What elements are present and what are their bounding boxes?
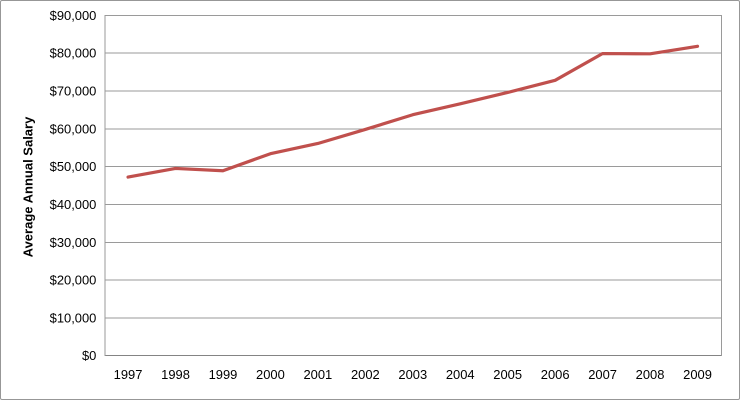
y-axis-title: Average Annual Salary	[20, 116, 36, 258]
y-tick-label: $40,000	[50, 197, 97, 212]
x-tick-label: 2006	[541, 367, 570, 382]
x-tick-label: 2005	[493, 367, 522, 382]
x-tick-label: 2003	[398, 367, 427, 382]
salary-series-line	[126, 44, 700, 179]
y-tick-label: $60,000	[50, 121, 97, 136]
y-tick-label: $20,000	[50, 273, 97, 288]
x-tick-label: 2004	[446, 367, 475, 382]
y-tick-label: $0	[82, 348, 96, 363]
x-tick-label: 1998	[161, 367, 190, 382]
x-tick-label: 2000	[256, 367, 285, 382]
x-tick-label: 2001	[304, 367, 333, 382]
y-tick-label: $30,000	[50, 235, 97, 250]
x-tick-label: 2007	[588, 367, 617, 382]
y-tick-label: $10,000	[50, 310, 97, 325]
y-tick-label: $90,000	[50, 8, 97, 23]
x-tick-label: 1999	[209, 367, 238, 382]
y-tick-label: $50,000	[50, 159, 97, 174]
x-tick-label: 1997	[114, 367, 143, 382]
y-tick-label: $80,000	[50, 46, 97, 61]
x-tick-label: 2002	[351, 367, 380, 382]
y-tick-label: $70,000	[50, 84, 97, 99]
x-tick-label: 2009	[683, 367, 712, 382]
x-tick-label: 2008	[636, 367, 665, 382]
